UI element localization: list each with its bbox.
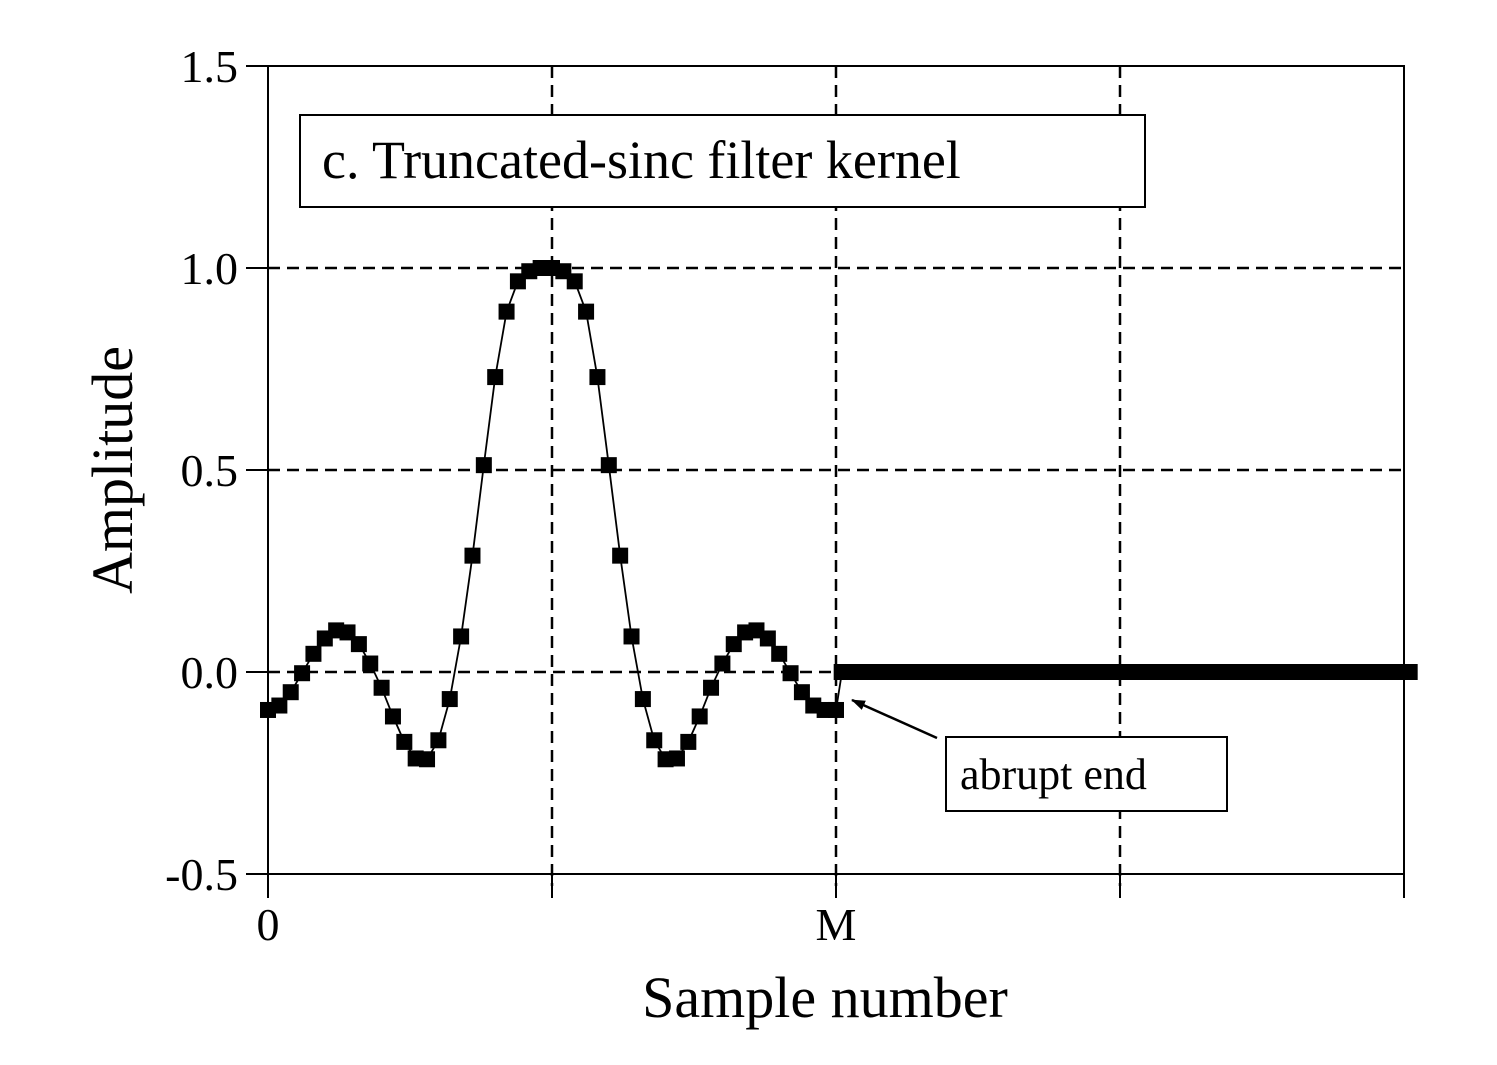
kernel-point <box>498 303 515 320</box>
kernel-point <box>373 679 390 696</box>
tick-labels: 0 M 1.5 1.0 0.5 0.0 -0.5 <box>165 41 856 950</box>
zero-point <box>1401 664 1418 680</box>
kernel-point <box>771 645 788 662</box>
kernel-point <box>782 665 799 682</box>
kernel-point <box>282 684 299 701</box>
kernel-point <box>430 732 447 749</box>
kernel-point <box>305 645 322 662</box>
kernel-point <box>668 750 685 767</box>
x-tick-label-2: M <box>816 899 857 950</box>
kernel-point <box>793 684 810 701</box>
kernel-point <box>600 457 617 474</box>
kernel-point <box>475 457 492 474</box>
kernel-point <box>566 273 583 290</box>
kernel-point <box>384 708 401 725</box>
kernel-point <box>646 732 663 749</box>
y-tick-label-4: -0.5 <box>165 849 238 900</box>
kernel-point <box>714 655 731 672</box>
kernel-point <box>487 369 504 386</box>
x-tick-label-0: 0 <box>257 899 280 950</box>
y-tick-label-2: 0.5 <box>181 445 239 496</box>
x-axis-title: Sample number <box>642 965 1008 1030</box>
y-tick-label-3: 0.0 <box>181 647 239 698</box>
axes <box>246 65 1405 898</box>
kernel-point <box>691 708 708 725</box>
y-tick-label-0: 1.5 <box>181 41 239 92</box>
kernel-point <box>441 691 458 708</box>
kernel-point <box>362 655 379 672</box>
annotation-arrow <box>851 698 938 740</box>
kernel-point <box>271 697 288 714</box>
title-box <box>299 114 1146 208</box>
kernel-point <box>464 547 481 564</box>
kernel-point <box>612 547 629 564</box>
kernel-point <box>703 679 720 696</box>
kernel-point <box>589 369 606 386</box>
kernel-point <box>453 628 470 645</box>
y-axis-title: Amplitude <box>80 346 145 594</box>
kernel-point <box>578 303 595 320</box>
kernel-point <box>623 628 640 645</box>
kernel-point <box>294 665 311 682</box>
kernel-point <box>350 636 367 653</box>
plot-data <box>260 260 1418 768</box>
kernel-point <box>634 691 651 708</box>
y-tick-label-1: 1.0 <box>181 243 239 294</box>
annotation-box <box>945 736 1228 812</box>
kernel-point <box>396 733 413 750</box>
chart-title: c. Truncated-sinc filter kernel <box>322 130 961 190</box>
annotation-label: abrupt end <box>960 750 1147 799</box>
kernel-point <box>680 733 697 750</box>
kernel-point <box>759 630 776 647</box>
kernel-point <box>419 751 436 768</box>
